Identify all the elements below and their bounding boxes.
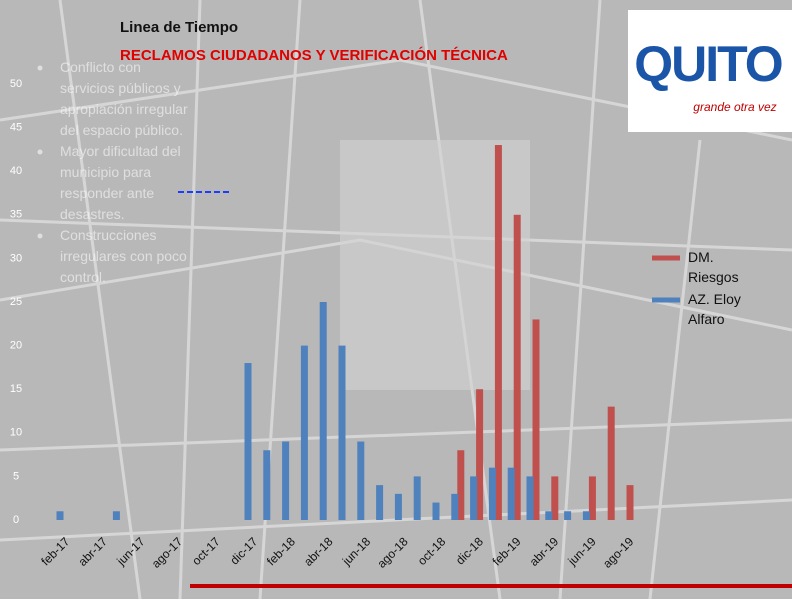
logo-box bbox=[628, 10, 792, 132]
bar bbox=[457, 450, 465, 520]
bar bbox=[376, 485, 384, 520]
bar bbox=[626, 485, 634, 520]
y-tick-label: 45 bbox=[10, 122, 22, 134]
y-tick-label: 20 bbox=[10, 340, 22, 352]
bar bbox=[476, 389, 484, 520]
logo-tagline: grande otra vez bbox=[693, 100, 776, 114]
bar bbox=[413, 476, 421, 520]
bar bbox=[545, 511, 553, 520]
y-tick-label: 50 bbox=[10, 78, 22, 90]
note: Mayor dificultad del municipio para respon… bbox=[60, 143, 181, 222]
y-tick-label: 30 bbox=[10, 252, 22, 264]
notes: Conflicto con servicios públicos y apropia… bbox=[37, 59, 188, 285]
bar bbox=[494, 145, 502, 521]
logo: QUITO bbox=[634, 36, 782, 92]
note-bullet bbox=[37, 233, 43, 239]
bar bbox=[451, 493, 459, 520]
legend-label: AZ. Eloy Alfaro bbox=[688, 291, 741, 327]
bar bbox=[488, 467, 496, 520]
bar bbox=[319, 302, 327, 520]
bar bbox=[338, 345, 346, 520]
y-tick-label: 0 bbox=[13, 514, 19, 526]
bar bbox=[470, 476, 478, 520]
bar bbox=[432, 502, 440, 520]
bar bbox=[588, 476, 596, 520]
note: Construcciones irregulares con poco contro… bbox=[60, 227, 187, 285]
bar bbox=[357, 441, 365, 520]
bar bbox=[513, 214, 521, 521]
bar bbox=[564, 511, 572, 520]
y-tick-label: 15 bbox=[10, 383, 22, 395]
bar bbox=[244, 363, 252, 520]
bar bbox=[507, 467, 515, 520]
bar bbox=[582, 511, 590, 520]
bar bbox=[526, 476, 534, 520]
bar bbox=[532, 319, 540, 520]
note: Conflicto con servicios públicos y apropia… bbox=[60, 59, 188, 138]
bar bbox=[112, 511, 120, 520]
bar bbox=[551, 476, 559, 520]
y-tick-label: 5 bbox=[13, 470, 19, 482]
bar bbox=[56, 511, 64, 520]
bar bbox=[394, 493, 402, 520]
note-bullet bbox=[37, 149, 43, 155]
chart-title: Linea de Tiempo bbox=[120, 19, 238, 36]
bar bbox=[300, 345, 308, 520]
bar bbox=[607, 406, 615, 520]
y-tick-label: 25 bbox=[10, 296, 22, 308]
y-tick-label: 40 bbox=[10, 165, 22, 177]
bar bbox=[263, 450, 271, 520]
chart-subtitle: RECLAMOS CIUDADANOS Y VERIFICACIÓN TÉCNI… bbox=[120, 46, 508, 64]
note-bullet bbox=[37, 65, 43, 71]
y-tick-label: 10 bbox=[10, 427, 22, 439]
bar bbox=[282, 441, 290, 520]
legend-label: DM. Riesgos bbox=[688, 249, 739, 285]
y-tick-label: 35 bbox=[10, 209, 22, 221]
